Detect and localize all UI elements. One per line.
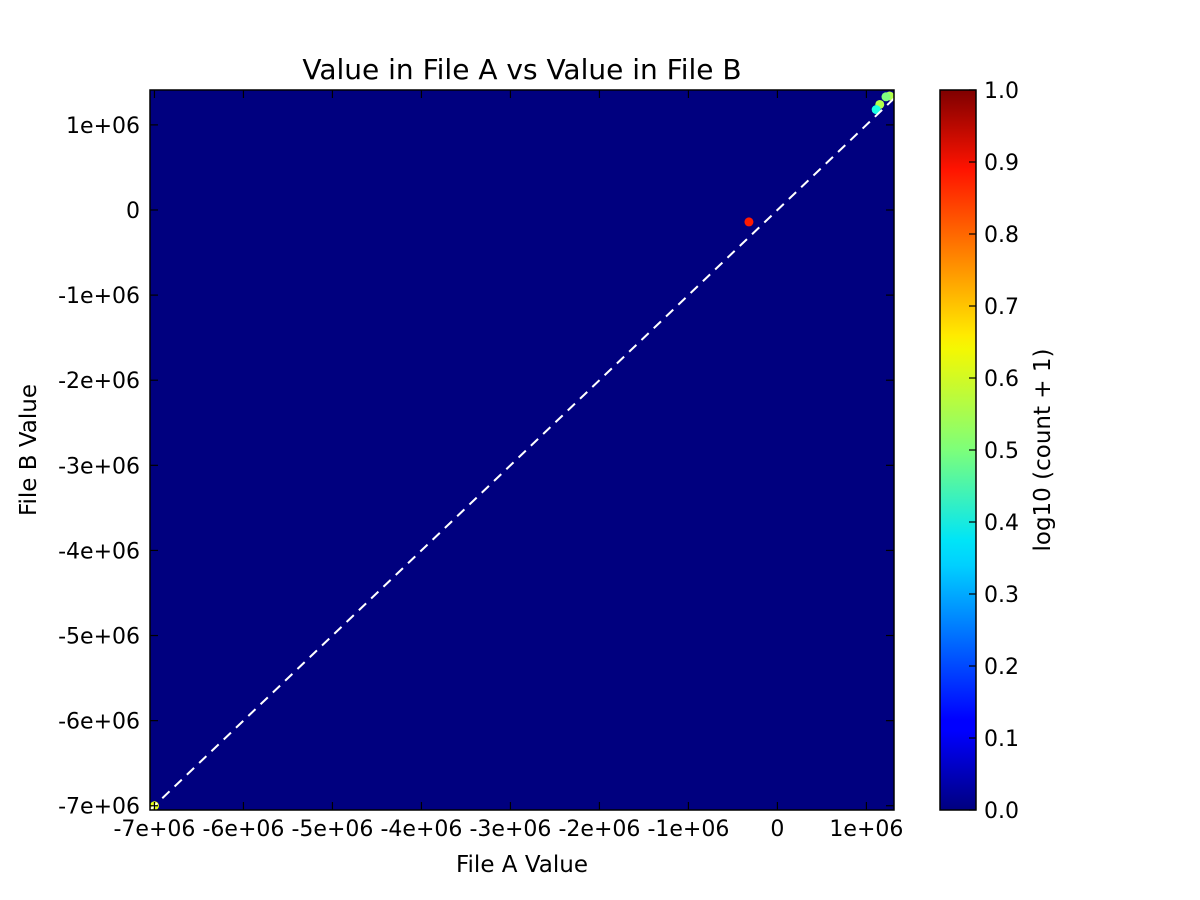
colorbar-tick-label-8: 0.8: [984, 223, 1019, 248]
y-tick-label-4: -3e+06: [58, 454, 140, 479]
x-tick-label-7: 0: [770, 817, 784, 842]
heatmap-cell-4: [744, 217, 754, 227]
plot-frame: [149, 89, 895, 811]
colorbar-tick-label-9: 0.9: [984, 151, 1019, 176]
chart-title: Value in File A vs Value in File B: [302, 53, 741, 86]
x-axis-ticks: -7e+06 -6e+06 -5e+06 -4e+06 -3e+06 -2e+06 -1e+…: [113, 90, 903, 842]
identity-line: [150, 97, 894, 810]
x-tick-label-4: -3e+06: [469, 817, 551, 842]
x-tick-label-1: -6e+06: [202, 817, 284, 842]
colorbar-tick-label-1: 0.1: [984, 727, 1019, 752]
y-tick-label-1: 0: [126, 199, 140, 224]
colorbar-ticks: 0.0 0.1 0.2 0.3 0.4 0.5 0.6 0.7 0.8 0.9 1.0: [969, 79, 1019, 824]
x-tick-label-0: -7e+06: [113, 817, 195, 842]
colorbar-tick-label-10: 1.0: [984, 79, 1019, 104]
colorbar-tick-label-2: 0.2: [984, 655, 1019, 680]
x-tick-label-5: -2e+06: [558, 817, 640, 842]
y-tick-label-2: -1e+06: [58, 284, 140, 309]
x-axis-label: File A Value: [456, 852, 588, 878]
colorbar-tick-label-4: 0.4: [984, 511, 1019, 536]
x-tick-label-3: -4e+06: [380, 817, 462, 842]
x-tick-label-8: 1e+06: [829, 817, 903, 842]
x-tick-label-2: -5e+06: [291, 817, 373, 842]
colorbar-tick-label-6: 0.6: [984, 367, 1019, 392]
colorbar-tick-label-7: 0.7: [984, 295, 1019, 320]
y-tick-label-0: 1e+06: [66, 114, 140, 139]
x-tick-label-6: -1e+06: [647, 817, 729, 842]
colorbar-tick-label-0: 0.0: [984, 799, 1019, 824]
y-tick-label-3: -2e+06: [58, 369, 140, 394]
y-axis-ticks: 1e+06 0 -1e+06 -2e+06 -3e+06 -4e+06 -5e+06 -6e+…: [58, 114, 894, 820]
colorbar-tick-label-5: 0.5: [984, 439, 1019, 464]
y-tick-label-6: -5e+06: [58, 625, 140, 650]
heatmap-cell-1: [881, 92, 891, 102]
colorbar-tick-label-3: 0.3: [984, 583, 1019, 608]
y-tick-label-8: -7e+06: [58, 795, 140, 820]
plot-background: [150, 90, 894, 810]
y-tick-label-7: -6e+06: [58, 710, 140, 735]
y-tick-label-5: -4e+06: [58, 539, 140, 564]
heatmap-cell-3: [871, 105, 881, 115]
colorbar-label: log10 (count + 1): [1030, 348, 1056, 551]
y-axis-label: File B Value: [16, 384, 42, 516]
